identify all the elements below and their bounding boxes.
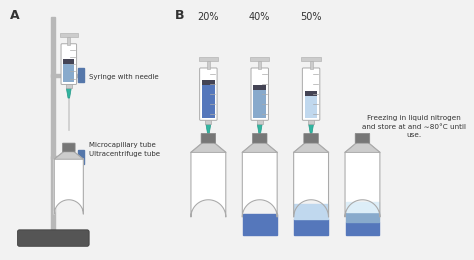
Polygon shape	[191, 142, 226, 152]
Bar	[305, 91, 318, 96]
Bar	[301, 57, 321, 61]
Bar	[78, 150, 84, 164]
Bar	[207, 61, 210, 69]
Polygon shape	[243, 214, 277, 235]
FancyBboxPatch shape	[302, 68, 320, 120]
Text: 50%: 50%	[301, 12, 322, 22]
Polygon shape	[345, 142, 380, 152]
Polygon shape	[345, 152, 380, 217]
Bar	[66, 83, 72, 88]
FancyBboxPatch shape	[61, 44, 77, 84]
Text: 20%: 20%	[198, 12, 219, 22]
Text: A: A	[9, 9, 19, 22]
Bar	[310, 61, 312, 69]
Polygon shape	[309, 124, 313, 134]
Bar	[64, 64, 74, 82]
Bar	[305, 96, 318, 118]
Bar	[51, 17, 55, 235]
Text: B: B	[174, 9, 184, 22]
Bar	[67, 37, 70, 45]
Bar	[250, 57, 269, 61]
FancyBboxPatch shape	[201, 133, 216, 143]
Bar	[257, 119, 263, 124]
Bar	[51, 156, 81, 159]
Text: Freezing in liquid nitrogen
and store at and ∼80°C until
use.: Freezing in liquid nitrogen and store at…	[362, 115, 466, 139]
Text: 40%: 40%	[249, 12, 271, 22]
Polygon shape	[257, 124, 262, 134]
Bar	[258, 61, 261, 69]
Polygon shape	[242, 152, 277, 217]
Bar	[51, 74, 81, 77]
Text: Syringe with needle: Syringe with needle	[89, 74, 159, 80]
Polygon shape	[294, 142, 328, 152]
FancyBboxPatch shape	[304, 133, 319, 143]
Bar	[78, 68, 84, 82]
FancyBboxPatch shape	[253, 133, 267, 143]
Bar	[64, 59, 74, 64]
Bar	[254, 85, 266, 90]
Polygon shape	[54, 159, 83, 214]
Bar	[199, 57, 218, 61]
Polygon shape	[346, 203, 379, 212]
Bar	[254, 89, 266, 118]
Polygon shape	[242, 142, 277, 152]
Bar	[60, 33, 78, 37]
Polygon shape	[346, 222, 379, 235]
FancyBboxPatch shape	[63, 143, 75, 152]
Polygon shape	[191, 152, 226, 217]
Polygon shape	[346, 212, 379, 222]
Polygon shape	[294, 152, 328, 217]
Polygon shape	[54, 151, 83, 159]
FancyBboxPatch shape	[200, 68, 217, 120]
Text: Microcapillary tube: Microcapillary tube	[89, 141, 156, 147]
Polygon shape	[294, 204, 328, 219]
Polygon shape	[66, 88, 71, 98]
FancyBboxPatch shape	[355, 133, 370, 143]
FancyBboxPatch shape	[251, 68, 268, 120]
Bar	[202, 84, 215, 118]
Polygon shape	[206, 124, 211, 134]
Text: Ultracentrifuge tube: Ultracentrifuge tube	[89, 151, 160, 157]
Bar	[308, 119, 314, 124]
Polygon shape	[294, 219, 328, 235]
Bar	[205, 119, 211, 124]
Bar	[202, 80, 215, 85]
FancyBboxPatch shape	[18, 230, 89, 246]
